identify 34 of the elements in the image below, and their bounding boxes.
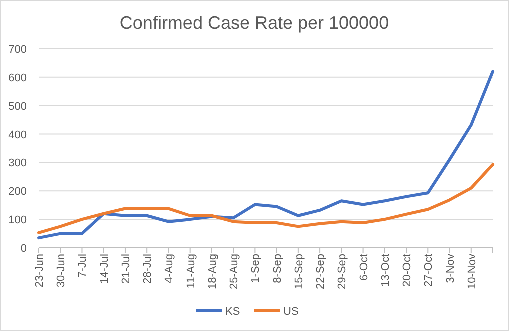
x-tick-label: 18-Aug [206,254,219,290]
x-tick-label: 7-Jul [77,254,90,278]
chart-title: Confirmed Case Rate per 100000 [120,13,390,33]
x-tick-label: 25-Aug [228,254,241,290]
x-tick-label: 29-Sep [336,254,349,290]
x-tick-label: 3-Nov [444,254,457,284]
x-tick-label: 15-Sep [293,254,306,290]
x-tick-label: 30-Jun [56,254,68,288]
x-tick-label: 21-Jul [120,254,132,284]
y-tick-label: 400 [8,129,27,142]
legend-label: KS [226,306,240,318]
x-tick-label: 13-Oct [380,254,392,288]
x-tick-label: 14-Jul [98,254,111,284]
y-tick-label: 100 [8,214,27,227]
y-tick-label: 200 [8,186,27,198]
x-tick-label: 1-Sep [250,254,262,284]
x-tick-label: 23-Jun [34,254,46,288]
x-tick-label: 27-Oct [423,254,436,288]
y-tick-label: 300 [8,158,27,170]
y-tick-label: 700 [8,44,27,56]
x-tick-label: 6-Oct [358,254,370,281]
x-tick-label: 22-Sep [315,254,328,290]
y-tick-label: 500 [8,100,27,113]
x-tick-label: 4-Aug [164,254,176,284]
y-tick-label: 600 [8,72,27,84]
x-tick-label: 8-Sep [272,254,284,284]
legend-label: US [284,306,299,318]
x-tick-label: 20-Oct [402,254,414,288]
line-series [38,163,494,234]
line-series [38,70,494,240]
x-tick-label: 28-Jul [142,254,154,284]
y-tick-label: 0 [20,243,27,255]
x-tick-label: 11-Aug [185,254,198,289]
x-tick-label: 10-Nov [466,254,478,290]
